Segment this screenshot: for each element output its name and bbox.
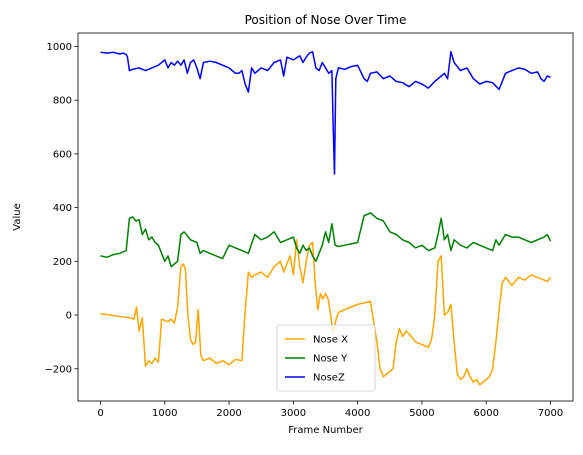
series-layer <box>100 51 552 386</box>
legend-box <box>276 324 376 392</box>
legend-entry: NoseZ <box>313 373 345 384</box>
y-tick-label: 1000 <box>47 42 72 53</box>
x-axis-label: Frame Number <box>288 425 363 436</box>
y-tick-label: 200 <box>53 257 72 268</box>
y-tick-label: 800 <box>53 96 72 107</box>
series-line-nosez <box>100 51 551 175</box>
y-axis-label: Value <box>12 203 23 230</box>
legend-entry: Nose Y <box>313 354 348 365</box>
y-tick-label: 0 <box>66 311 72 322</box>
y-tick-label: 400 <box>53 203 72 214</box>
x-tick-label: 7000 <box>538 408 563 419</box>
x-tick-label: 0 <box>97 408 103 419</box>
legend-entry: Nose X <box>313 335 348 346</box>
axes-frame <box>77 32 574 402</box>
x-tick-label: 3000 <box>281 408 306 419</box>
legend: Nose X Nose Y NoseZ <box>276 324 376 392</box>
series-line-nose-y <box>100 212 552 268</box>
y-tick-label: −200 <box>45 364 72 375</box>
x-tick-label: 6000 <box>473 408 498 419</box>
y-tick-label: 600 <box>53 149 72 160</box>
x-tick-label: 2000 <box>216 408 241 419</box>
x-axis-ticks: 0 1000 2000 3000 4000 5000 6000 7000 <box>97 401 563 419</box>
chart-title: Position of Nose Over Time <box>245 13 407 27</box>
x-tick-label: 1000 <box>152 408 177 419</box>
series-line-nose-x <box>100 239 552 386</box>
x-tick-label: 5000 <box>409 408 434 419</box>
plot-area <box>77 32 574 402</box>
x-tick-label: 4000 <box>345 408 370 419</box>
y-axis-ticks: −200 0 200 400 600 800 1000 <box>45 42 78 375</box>
